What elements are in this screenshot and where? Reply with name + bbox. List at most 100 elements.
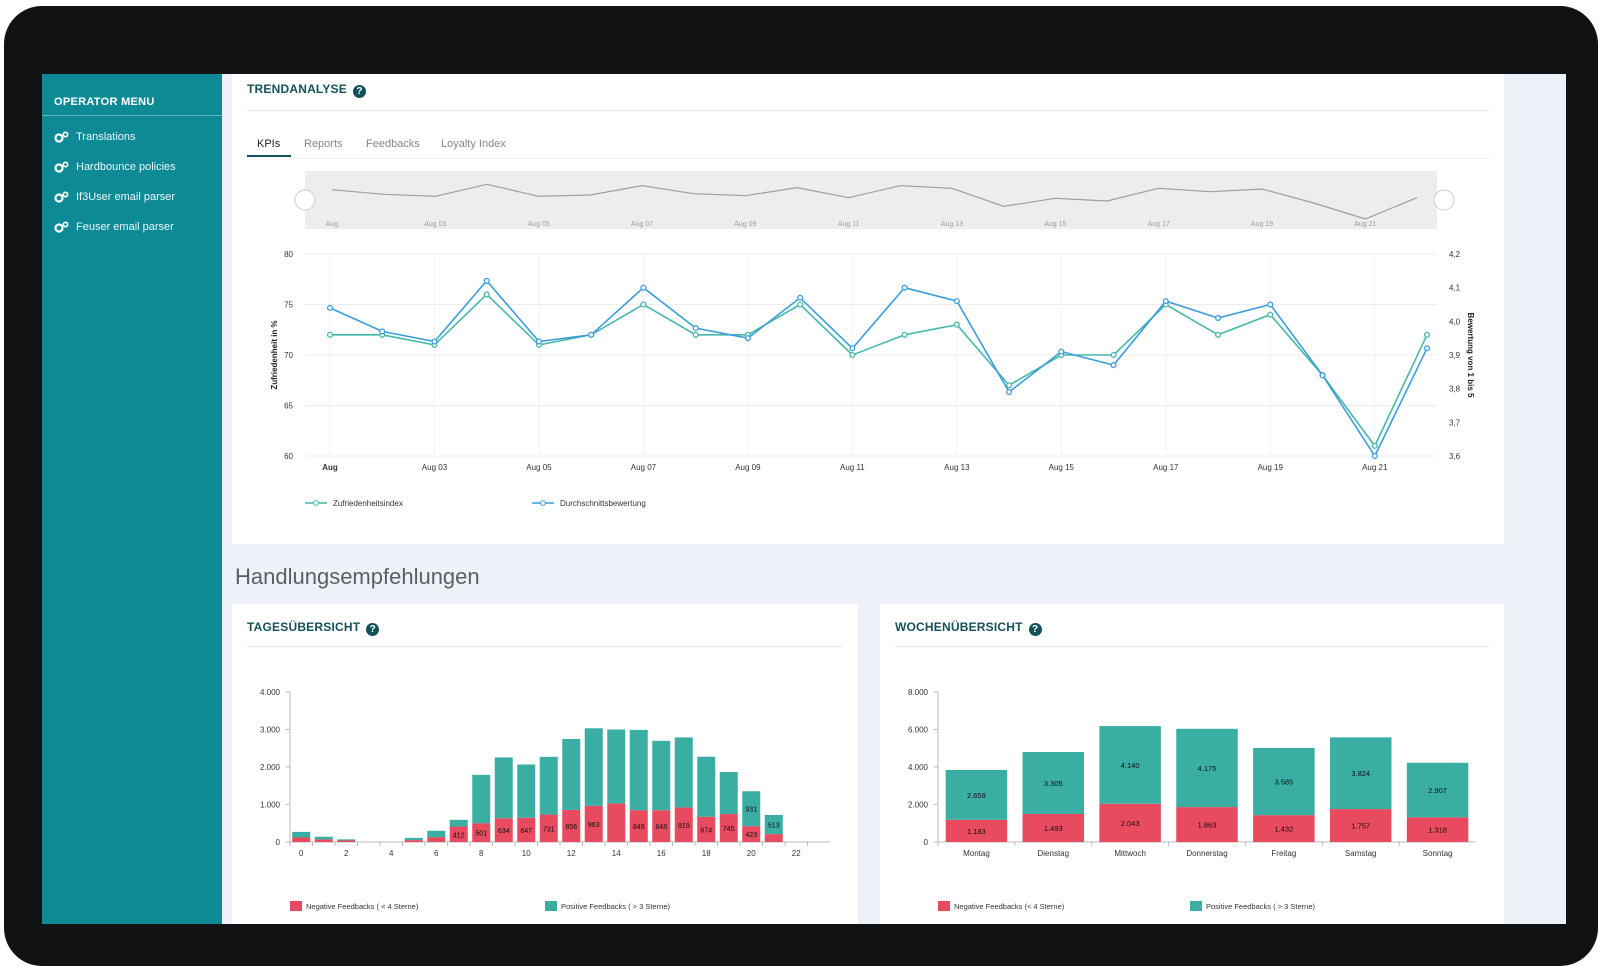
tabs-divider xyxy=(247,158,1489,159)
weekly-title: WOCHENÜBERSICHT? xyxy=(895,620,1042,636)
bar-negative xyxy=(742,826,761,842)
navigator-handle-left xyxy=(294,189,316,211)
x-tick-label: Montag xyxy=(963,849,990,858)
data-point xyxy=(588,331,595,338)
data-point xyxy=(1214,314,1222,322)
y-tick-label: 70 xyxy=(284,351,293,360)
bar-negative xyxy=(314,839,333,842)
help-icon[interactable]: ? xyxy=(352,85,366,98)
bar-positive xyxy=(314,836,333,840)
tab-loyalty-index[interactable]: Loyalty Index xyxy=(441,138,506,150)
bar-positive xyxy=(1099,726,1161,804)
bar-negative xyxy=(517,817,536,842)
x-tick-label: Aug 05 xyxy=(526,463,552,472)
tab-feedbacks[interactable]: Feedbacks xyxy=(366,138,420,150)
bar-negative xyxy=(607,803,626,842)
data-point xyxy=(1058,348,1065,355)
legend-label: Positive Feedbacks ( > 3 Sterne) xyxy=(1206,902,1316,911)
data-point xyxy=(535,338,543,345)
data-point xyxy=(953,321,960,328)
y-tick-label: 1.000 xyxy=(260,801,281,810)
bar-negative xyxy=(1099,803,1161,842)
data-point xyxy=(1110,362,1117,369)
sidebar-item-hardbounce-policies[interactable]: Hardbounce policies xyxy=(42,152,222,182)
legend-marker xyxy=(313,500,319,506)
trend-panel: TRENDANALYSE? Aug Aug 03 Aug 05 Aug 07 Aug 0… xyxy=(232,74,1504,544)
bar-positive xyxy=(292,831,311,838)
x-tick-label: Aug 15 xyxy=(1049,463,1075,472)
legend-label: Positive Feedbacks ( > 3 Sterne) xyxy=(561,902,671,911)
help-icon[interactable]: ? xyxy=(366,623,380,636)
navigator-tick-label: Aug 03 xyxy=(424,221,446,228)
tab-reports[interactable]: Reports xyxy=(304,138,343,150)
data-point xyxy=(1267,311,1274,318)
data-point xyxy=(483,277,490,284)
y-tick-label: 2.000 xyxy=(908,801,929,810)
y-axis-label: Zufriedenheit in % xyxy=(270,320,279,389)
cogs-icon xyxy=(54,221,70,233)
weekly-chart: 0 2.000 4.000 6.000 8.000 1.183 2.659 1.493 3.30… xyxy=(908,688,1476,911)
data-point xyxy=(797,301,804,308)
legend-swatch-positive xyxy=(545,901,557,911)
bar-positive xyxy=(1253,747,1315,816)
tab-kpis[interactable]: KPIs xyxy=(257,138,281,150)
bar-positive xyxy=(1176,728,1238,808)
weekly-title-text: WOCHENÜBERSICHT xyxy=(895,620,1023,634)
bar-negative xyxy=(562,809,581,842)
bar-label-negative: 849 xyxy=(633,824,645,831)
data-point xyxy=(744,335,751,342)
data-point xyxy=(379,328,386,335)
bar-positive xyxy=(719,772,738,815)
data-point xyxy=(431,338,438,345)
y-tick-label: 0 xyxy=(276,838,281,847)
sidebar-item-if3user-email-parser[interactable]: If3User email parser xyxy=(42,182,222,212)
help-icon[interactable]: ? xyxy=(1028,623,1042,636)
bar-label-positive: 2.659 xyxy=(967,791,986,800)
bar-label-negative: 412 xyxy=(453,832,465,839)
x-tick-label: Aug 19 xyxy=(1258,463,1284,472)
y-tick-label: 65 xyxy=(284,402,293,411)
bar-label-positive: 3.824 xyxy=(1351,769,1370,778)
bar-negative xyxy=(1176,807,1238,842)
navigator-tick-label: Aug 15 xyxy=(1044,221,1066,228)
cogs-icon xyxy=(54,131,70,143)
bar-negative xyxy=(674,807,693,842)
navigator-tick-label: Aug xyxy=(326,221,339,228)
y2-tick-label: 3,7 xyxy=(1449,418,1461,427)
legend-label: Negative Feedbacks (< 4 Sterne) xyxy=(954,902,1065,911)
sidebar-item-label: If3User email parser xyxy=(76,191,176,203)
bar-negative xyxy=(697,816,716,842)
bar-positive xyxy=(472,774,491,824)
sidebar-item-feuser-email-parser[interactable]: Feuser email parser xyxy=(42,212,222,242)
sidebar-item-label: Translations xyxy=(76,131,136,143)
x-tick-label: Aug 21 xyxy=(1362,463,1388,472)
bar-label-negative: 634 xyxy=(498,828,510,835)
bar-negative xyxy=(292,837,311,842)
x-tick-label: Aug 13 xyxy=(944,463,970,472)
x-tick-label: 20 xyxy=(747,849,756,858)
data-point xyxy=(326,304,334,311)
data-point xyxy=(1423,345,1431,352)
y-tick-label: 4.000 xyxy=(908,763,929,772)
bar-negative xyxy=(1253,815,1315,842)
bar-positive xyxy=(404,837,423,841)
bar-label-positive: 2.907 xyxy=(1428,786,1447,795)
bar-label-negative: 1.493 xyxy=(1044,824,1063,833)
data-point xyxy=(849,345,856,352)
bar-label-negative: 1.432 xyxy=(1274,825,1293,834)
sidebar-item-translations[interactable]: Translations xyxy=(42,122,222,152)
navigator-series xyxy=(331,183,1418,220)
bar-positive xyxy=(945,769,1008,820)
navigator-tick-label: Aug 05 xyxy=(528,221,550,228)
bar-negative xyxy=(719,814,738,842)
bar-positive xyxy=(1022,752,1085,815)
data-point xyxy=(1110,351,1117,359)
y-tick-label: 80 xyxy=(284,250,293,259)
device-frame: OPERATOR MENU Translations Hardbounce pol… xyxy=(4,6,1598,966)
x-tick-label: 14 xyxy=(612,849,621,858)
bar-positive xyxy=(539,756,558,815)
sidebar-divider xyxy=(42,115,222,116)
x-tick-label: 18 xyxy=(702,849,711,858)
bar-negative xyxy=(494,818,513,842)
bar-negative xyxy=(652,810,671,842)
